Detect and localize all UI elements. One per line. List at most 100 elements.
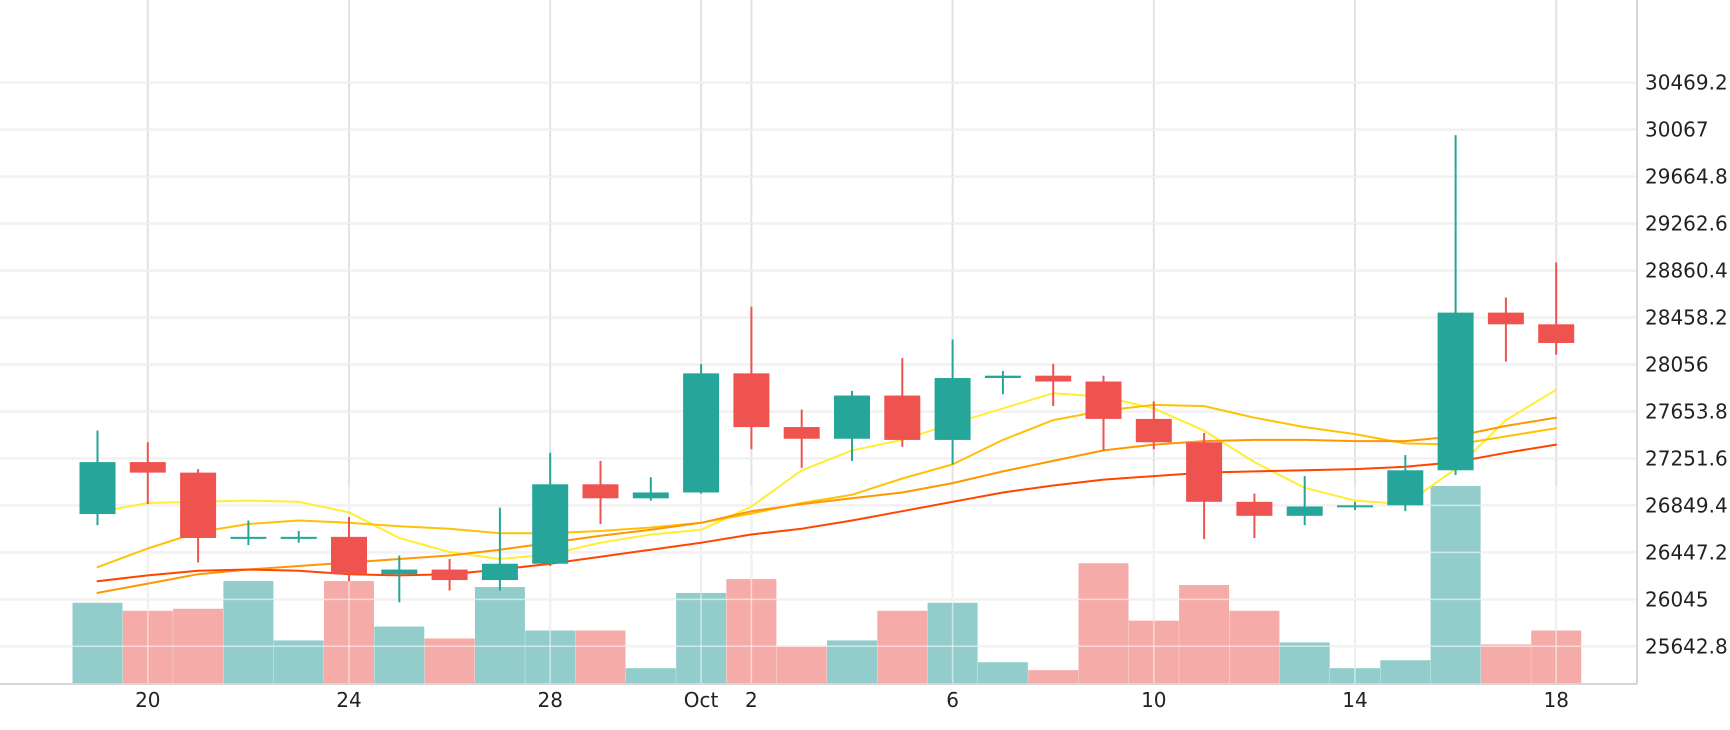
moving-average-line — [96, 388, 1558, 560]
y-tick-label: 26447.2 — [1645, 540, 1728, 564]
candle — [1035, 364, 1072, 407]
candle-body — [431, 569, 468, 581]
y-tick-label: 29262.6 — [1645, 212, 1728, 236]
volume-bar — [72, 602, 123, 684]
candle-body — [331, 536, 367, 575]
candle-body — [129, 462, 166, 473]
y-tick-label: 28458.2 — [1645, 306, 1728, 330]
candle — [1186, 432, 1223, 540]
candle-body — [1035, 375, 1072, 382]
candle — [1286, 476, 1323, 526]
candle — [834, 390, 870, 461]
volume-bar — [474, 586, 525, 684]
x-tick-label: 20 — [135, 688, 160, 712]
candle — [1236, 493, 1273, 539]
x-tick-label: 6 — [946, 688, 959, 712]
y-tick-label: 29664.8 — [1645, 165, 1728, 189]
candle-body — [733, 373, 770, 428]
candle — [431, 559, 468, 591]
volume-bar — [273, 640, 324, 684]
y-tick-label: 26849.4 — [1645, 493, 1728, 517]
volume-bar — [1229, 610, 1280, 684]
candle-body — [1387, 470, 1424, 506]
volume-bar — [625, 668, 676, 684]
x-tick-label: 24 — [336, 688, 361, 712]
volume-bar — [977, 662, 1028, 684]
x-tick-label: 28 — [537, 688, 562, 712]
x-tick-label: Oct — [684, 688, 719, 712]
candle — [632, 477, 669, 501]
candle — [1387, 455, 1424, 512]
volume-bar — [827, 640, 877, 684]
candle — [79, 430, 116, 526]
candle-body — [1135, 418, 1172, 443]
x-tick-label: 18 — [1543, 688, 1568, 712]
y-tick-label: 28056 — [1645, 352, 1709, 376]
candle-body — [280, 536, 317, 539]
candle — [984, 371, 1021, 395]
candle-body — [1487, 312, 1524, 325]
candle — [280, 531, 317, 543]
y-tick-label: 27653.8 — [1645, 399, 1728, 423]
volume-bar — [575, 630, 626, 684]
candle — [180, 469, 217, 563]
candle-body — [1286, 506, 1323, 516]
x-tick-label: 14 — [1342, 688, 1367, 712]
candle — [331, 516, 367, 582]
candle — [230, 520, 267, 546]
candle — [683, 364, 720, 494]
volume-bar — [1028, 670, 1079, 684]
volume-bar — [1279, 642, 1330, 684]
candle-body — [884, 395, 921, 440]
candle-body — [984, 375, 1021, 379]
volume-bar — [1430, 486, 1481, 684]
candle — [884, 358, 921, 447]
candle-body — [79, 462, 116, 515]
x-tick-label: 2 — [745, 688, 758, 712]
volume-bar — [1380, 660, 1431, 684]
candle — [1135, 401, 1172, 450]
candle-body — [1437, 312, 1474, 471]
candle-body — [481, 563, 518, 581]
axis-layer: 25642.8 26045 26447.2 26849.4 27251.6 27653.8… — [0, 0, 1728, 712]
y-tick-label: 26045 — [1645, 587, 1709, 611]
candle-body — [683, 373, 720, 493]
y-tick-label: 25642.8 — [1645, 634, 1728, 658]
candle-body — [1186, 442, 1223, 502]
candle-body — [1538, 324, 1575, 343]
candle-body — [532, 484, 569, 564]
candle-body — [230, 536, 267, 539]
candle — [1337, 501, 1373, 510]
moving-average-layer — [96, 388, 1558, 594]
candle — [783, 409, 820, 468]
candle — [934, 339, 971, 465]
volume-bar — [223, 581, 274, 684]
candle-body — [1236, 501, 1273, 516]
candle-body — [180, 472, 217, 539]
candle-body — [934, 378, 971, 440]
candle — [532, 452, 569, 567]
candle — [381, 555, 418, 603]
candle — [582, 460, 619, 525]
candle — [1487, 297, 1524, 362]
volume-bar — [1179, 585, 1230, 684]
candle-layer — [79, 135, 1575, 603]
candle-body — [834, 395, 870, 439]
candle-body — [1085, 381, 1122, 419]
y-tick-label: 27251.6 — [1645, 446, 1728, 470]
candle-body — [783, 427, 820, 439]
y-tick-label: 30469.2 — [1645, 71, 1728, 95]
volume-bar — [877, 610, 928, 684]
candle — [481, 507, 518, 591]
moving-average-line — [96, 443, 1558, 583]
candle — [733, 306, 770, 450]
x-tick-label: 10 — [1141, 688, 1166, 712]
candle-body — [1337, 505, 1373, 508]
volume-bar — [1078, 563, 1129, 684]
candle-body — [582, 484, 619, 499]
y-tick-label: 30067 — [1645, 118, 1709, 142]
candle — [1437, 135, 1474, 475]
volume-bar — [776, 646, 827, 684]
